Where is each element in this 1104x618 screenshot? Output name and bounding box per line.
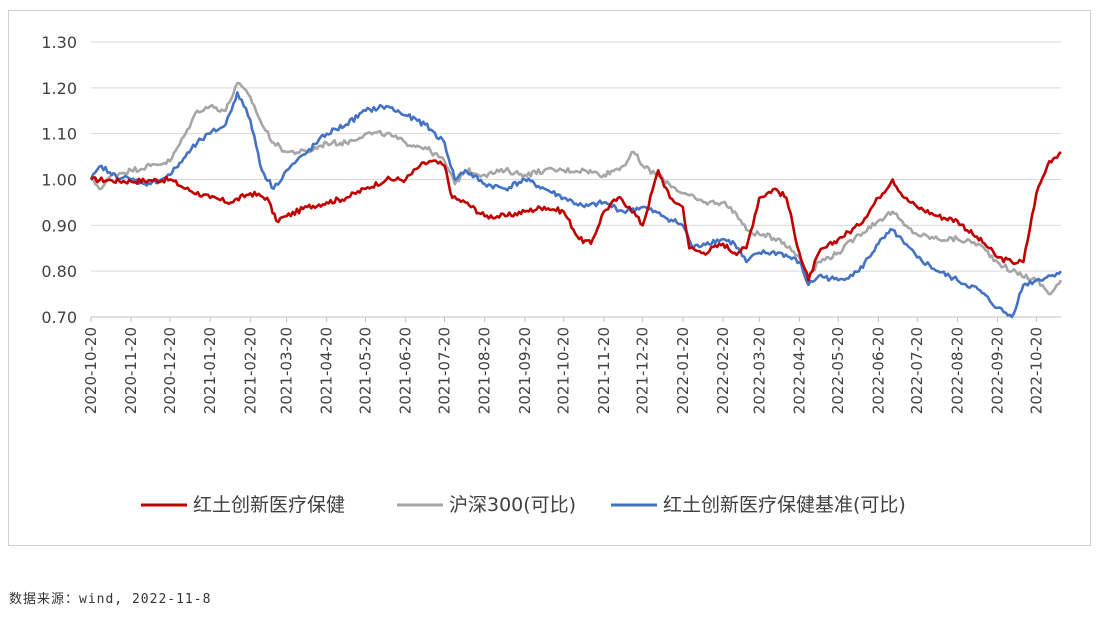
x-tick-label: 2022-06-20	[869, 327, 887, 414]
x-tick-label: 2021-11-20	[595, 327, 613, 414]
x-tick-label: 2022-09-20	[989, 327, 1007, 414]
legend-label: 沪深300(可比)	[449, 494, 576, 516]
series-line-1	[90, 81, 1063, 296]
y-axis-ticks: 1.30 1.20 1.10 1.00 0.90 0.80 0.70	[41, 33, 77, 327]
legend-label: 红土创新医疗保健基准(可比)	[663, 494, 906, 516]
x-tick-label: 2020-10-20	[82, 327, 100, 414]
x-tick-label: 2021-01-20	[201, 327, 219, 414]
x-axis-ticks: 2020-10-20 2020-11-20 2020-12-20 2021-01-20…	[82, 317, 1045, 414]
x-tick-label: 2021-09-20	[516, 327, 534, 414]
y-tick-label: 1.20	[41, 79, 77, 98]
x-tick-label: 2021-10-20	[555, 327, 573, 414]
y-tick-label: 0.90	[41, 216, 77, 235]
x-tick-label: 2022-04-20	[790, 327, 808, 414]
y-tick-label: 1.10	[41, 125, 77, 144]
y-tick-label: 1.30	[41, 33, 77, 52]
series-line-2	[89, 91, 1063, 319]
y-tick-label: 0.80	[41, 262, 77, 281]
x-tick-label: 2021-06-20	[397, 327, 415, 414]
x-tick-label: 2021-04-20	[318, 327, 336, 414]
x-tick-label: 2021-05-20	[357, 327, 375, 414]
x-tick-label: 2021-03-20	[278, 327, 296, 414]
legend: 红土创新医疗保健 沪深300(可比) 红土创新医疗保健基准(可比)	[141, 494, 906, 516]
x-tick-label: 2021-08-20	[476, 327, 494, 414]
x-tick-label: 2020-11-20	[122, 327, 140, 414]
x-tick-label: 2021-02-20	[241, 327, 259, 414]
chart-frame: 1.30 1.20 1.10 1.00 0.90 0.80 0.70 2020-10-20 2…	[8, 10, 1091, 546]
series-lines	[89, 81, 1063, 319]
x-tick-label: 2022-05-20	[829, 327, 847, 414]
x-tick-label: 2022-01-20	[674, 327, 692, 414]
x-tick-label: 2022-07-20	[908, 327, 926, 414]
x-tick-label: 2022-02-20	[714, 327, 732, 414]
x-tick-label: 2022-08-20	[948, 327, 966, 414]
legend-label: 红土创新医疗保健	[193, 494, 345, 516]
x-tick-label: 2021-12-20	[634, 327, 652, 414]
y-tick-label: 1.00	[41, 171, 77, 190]
x-tick-label: 2022-10-20	[1027, 327, 1045, 414]
x-tick-label: 2021-07-20	[436, 327, 454, 414]
x-tick-label: 2020-12-20	[161, 327, 179, 414]
series-line-0	[90, 151, 1062, 282]
y-tick-label: 0.70	[41, 308, 77, 327]
source-note: 数据来源：wind, 2022-11-8	[9, 592, 212, 607]
x-tick-label: 2022-03-20	[750, 327, 768, 414]
line-chart: 1.301.201.101.000.900.800.70 2020-10-20 2…	[41, 33, 1063, 516]
